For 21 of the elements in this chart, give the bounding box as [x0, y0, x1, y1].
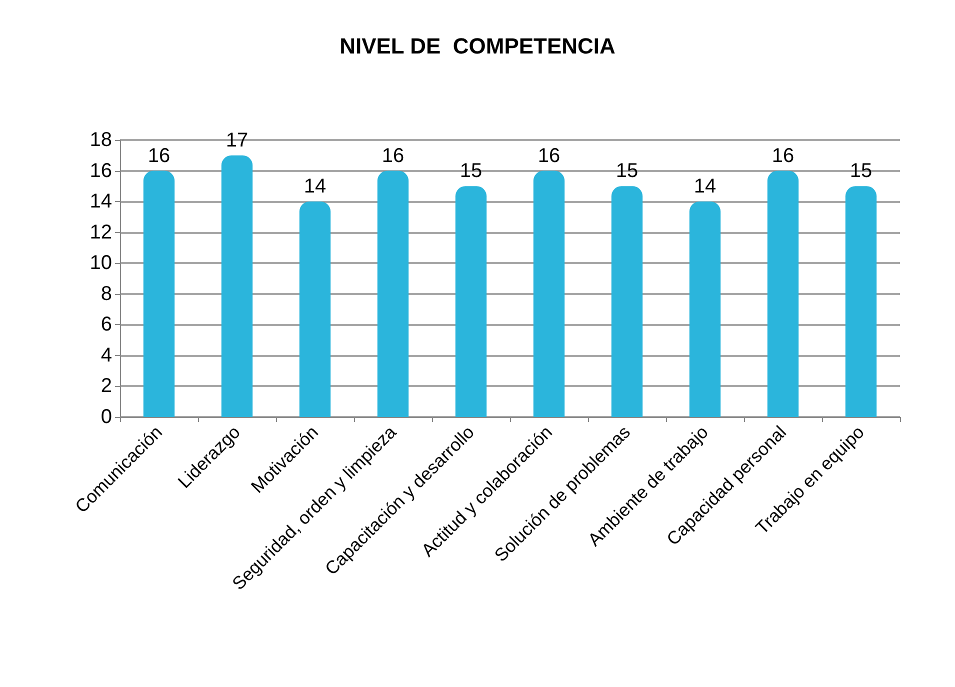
data-label: 15 — [460, 160, 482, 182]
data-label: 16 — [538, 144, 560, 167]
data-label: 14 — [694, 176, 716, 198]
y-tick-label: 18 — [90, 129, 112, 151]
y-tick-label: 2 — [100, 375, 112, 398]
data-label: 17 — [226, 129, 248, 152]
y-tick-label: 10 — [90, 252, 112, 274]
y-tick-label: 6 — [100, 314, 112, 336]
y-tick-label: 8 — [100, 282, 112, 305]
data-label: 15 — [850, 160, 872, 182]
y-tick-label: 14 — [90, 190, 112, 213]
y-tick-label: 16 — [90, 160, 112, 182]
data-label: 16 — [772, 144, 794, 167]
chart-title: NIVEL DE COMPETENCIA — [340, 34, 616, 58]
y-tick-label: 12 — [90, 221, 112, 244]
data-label: 16 — [148, 144, 170, 167]
data-label: 14 — [304, 176, 326, 198]
y-tick-label: 0 — [100, 406, 112, 428]
y-tick-label: 4 — [100, 344, 112, 366]
data-label: 16 — [382, 144, 404, 167]
data-label: 15 — [616, 160, 638, 182]
